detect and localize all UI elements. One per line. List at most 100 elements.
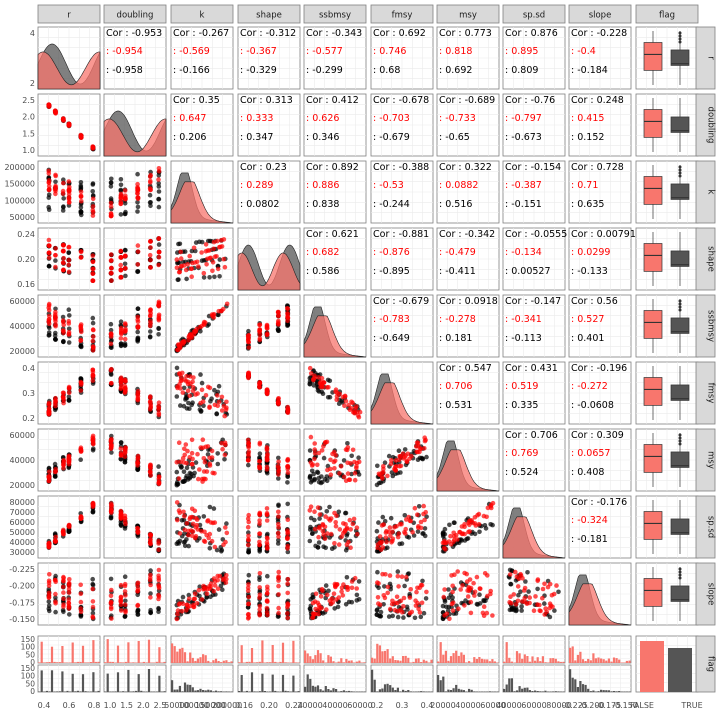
point-FALSE <box>156 410 162 416</box>
boxplot-outlier <box>678 171 682 175</box>
point-FALSE <box>90 204 96 209</box>
point-TRUE <box>307 475 313 481</box>
point-FALSE <box>176 440 182 446</box>
point-FALSE <box>123 593 128 598</box>
point-TRUE <box>542 601 547 606</box>
point-FALSE <box>66 122 72 127</box>
panel-doubling-msy-gridlines <box>437 94 499 156</box>
point-FALSE <box>196 264 201 269</box>
point-FALSE <box>333 453 339 458</box>
point-FALSE <box>331 591 337 596</box>
corr-false-r-ssbmsy: : -0.577 <box>306 46 343 57</box>
point-FALSE <box>53 253 58 258</box>
point-FALSE <box>452 537 457 542</box>
point-TRUE <box>174 541 180 547</box>
point-FALSE <box>78 189 84 195</box>
point-FALSE <box>189 450 195 456</box>
point-FALSE <box>61 596 66 602</box>
point-FALSE <box>351 516 357 522</box>
hist-bar-fmsy-TRUE <box>394 690 397 692</box>
point-TRUE <box>118 177 124 182</box>
point-FALSE <box>407 595 413 600</box>
point-FALSE <box>91 441 96 447</box>
point-FALSE <box>53 601 58 606</box>
point-FALSE <box>90 437 96 443</box>
panel-shape-doubling-gridlines <box>104 228 166 290</box>
point-FALSE <box>208 581 214 586</box>
point-TRUE <box>375 463 380 469</box>
hist-bar-fmsy-TRUE <box>407 690 410 692</box>
hist-bar-doubling-TRUE <box>114 691 117 692</box>
hist-bar-doubling-TRUE <box>116 672 120 692</box>
point-TRUE <box>182 249 188 254</box>
point-FALSE <box>324 607 329 612</box>
point-FALSE <box>109 616 114 621</box>
point-FALSE <box>200 399 206 404</box>
point-FALSE <box>135 530 141 536</box>
point-FALSE <box>61 255 66 261</box>
corr-true-fmsy-slope: : -0.0608 <box>571 400 614 411</box>
point-FALSE <box>246 594 252 600</box>
point-FALSE <box>183 267 189 273</box>
point-TRUE <box>135 209 140 214</box>
point-FALSE <box>90 433 96 439</box>
panel-k-sp.sd-gridlines <box>503 161 565 223</box>
point-TRUE <box>186 543 191 549</box>
point-TRUE <box>197 407 203 412</box>
point-FALSE <box>79 380 84 386</box>
point-FALSE <box>393 464 398 470</box>
point-FALSE <box>320 522 326 527</box>
point-FALSE <box>191 245 197 251</box>
hist-bar-ssbmsy-TRUE <box>335 689 338 692</box>
boxplot-outlier <box>678 34 682 38</box>
point-TRUE <box>275 327 281 333</box>
point-TRUE <box>211 506 217 511</box>
point-FALSE <box>264 535 270 541</box>
corr-overall-r-shape: Cor : -0.312 <box>240 28 296 39</box>
hist-bar-shape-TRUE <box>276 691 279 692</box>
density-shape-FALSE <box>237 252 301 291</box>
hist-bar-shape-TRUE <box>243 691 246 692</box>
point-TRUE <box>156 184 162 189</box>
boxplot-outlier <box>678 442 682 446</box>
point-FALSE <box>78 388 84 393</box>
point-TRUE <box>61 177 66 182</box>
point-TRUE <box>53 306 58 312</box>
hist-bar-shape-TRUE <box>284 690 287 692</box>
point-TRUE <box>156 242 162 247</box>
point-FALSE <box>191 375 196 380</box>
corr-overall-ssbmsy-slope: Cor : 0.56 <box>571 296 618 307</box>
point-FALSE <box>175 517 180 523</box>
point-FALSE <box>61 322 66 328</box>
point-TRUE <box>556 589 561 595</box>
point-FALSE <box>245 333 251 339</box>
point-FALSE <box>321 380 326 385</box>
point-FALSE <box>285 536 290 541</box>
point-TRUE <box>519 608 524 613</box>
point-TRUE <box>90 315 96 321</box>
hist-bar-msy-FALSE <box>478 657 481 663</box>
boxplot-outlier <box>678 305 682 309</box>
point-FALSE <box>264 605 270 611</box>
hist-bar-fmsy-TRUE <box>420 691 423 692</box>
point-TRUE <box>91 446 96 452</box>
point-FALSE <box>218 244 223 250</box>
boxplot-outlier <box>678 299 682 303</box>
point-TRUE <box>319 474 324 479</box>
point-FALSE <box>61 590 66 595</box>
hist-bar-shape-TRUE <box>287 691 290 692</box>
hist-bar-fmsy-TRUE <box>386 683 389 692</box>
point-FALSE <box>522 585 528 591</box>
hist-bar-k-TRUE <box>202 690 205 692</box>
hist-bar-shape-FALSE <box>240 645 243 663</box>
point-FALSE <box>46 317 52 322</box>
hist-bar-ssbmsy-TRUE <box>358 691 361 692</box>
point-TRUE <box>343 602 349 607</box>
point-FALSE <box>53 577 58 583</box>
point-FALSE <box>387 525 393 530</box>
hist-bar-k-TRUE <box>230 691 233 692</box>
point-FALSE <box>276 310 281 315</box>
point-FALSE <box>197 467 202 472</box>
point-TRUE <box>118 522 124 528</box>
point-FALSE <box>61 267 66 273</box>
